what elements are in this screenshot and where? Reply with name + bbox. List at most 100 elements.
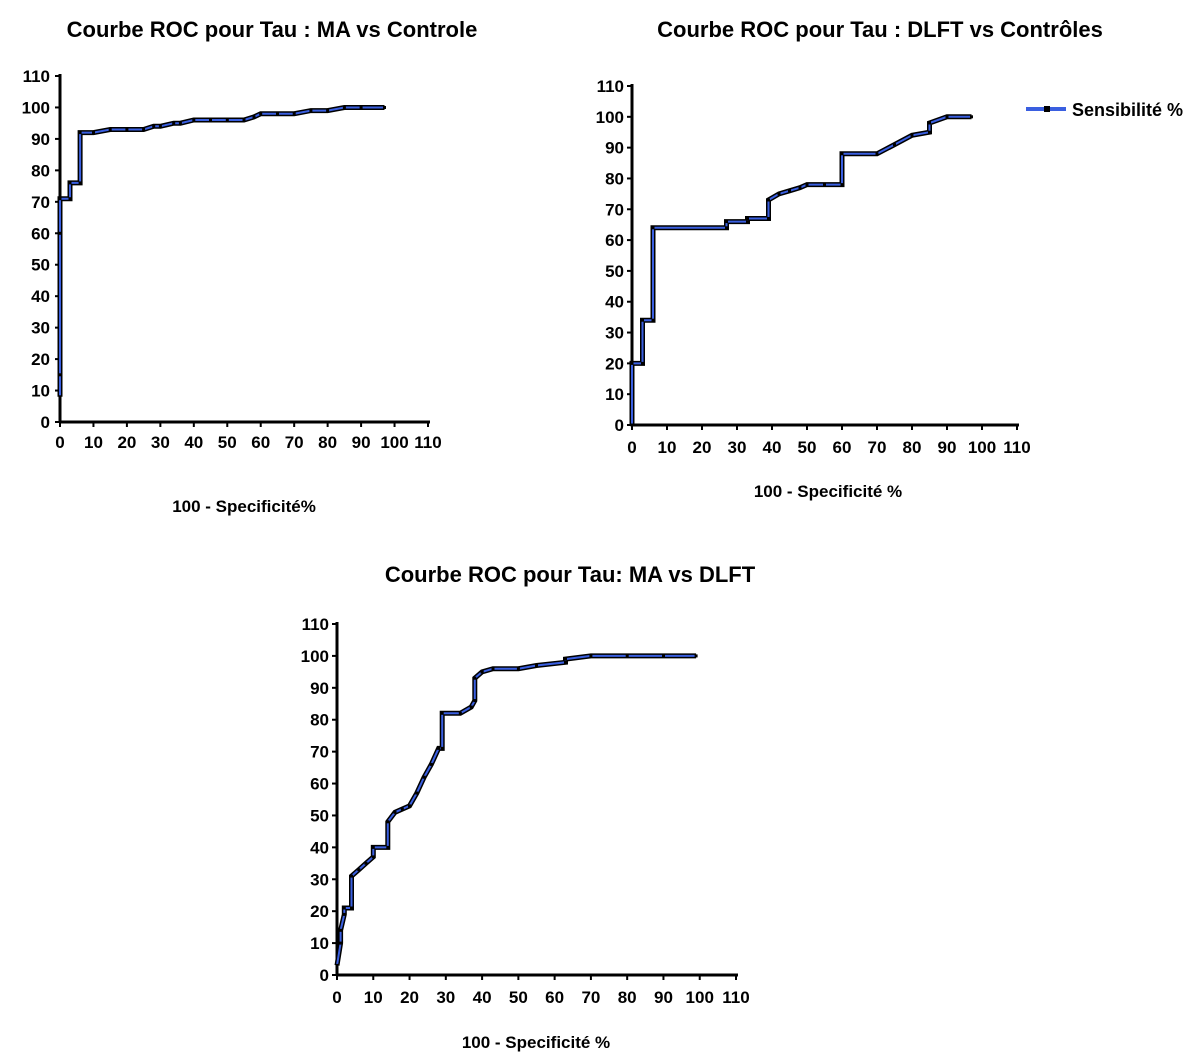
data-point (694, 654, 698, 658)
y-tick-label: 90 (310, 679, 329, 698)
x-tick-label: 10 (364, 988, 383, 1007)
x-tick-label: 50 (509, 988, 528, 1007)
y-tick-label: 0 (615, 416, 624, 435)
data-point (777, 192, 781, 196)
data-point (767, 217, 770, 220)
data-point (342, 912, 346, 916)
data-point (393, 810, 397, 814)
data-point (928, 121, 931, 125)
data-point (192, 118, 196, 122)
data-point (893, 143, 896, 147)
data-point (840, 183, 844, 187)
data-point (662, 654, 665, 658)
chart-title: Courbe ROC pour Tau: MA vs DLFT (385, 562, 756, 587)
roc-curve-outline (57, 105, 385, 397)
data-point (108, 128, 112, 131)
data-point (928, 130, 931, 134)
data-point (875, 152, 879, 156)
data-point (746, 217, 749, 220)
data-point (386, 820, 390, 824)
data-point (798, 186, 802, 190)
x-tick-label: 90 (654, 988, 673, 1007)
x-tick-label: 50 (218, 433, 237, 452)
data-point (788, 189, 791, 193)
data-point (564, 660, 567, 664)
y-tick-label: 110 (302, 615, 329, 634)
data-point (823, 183, 826, 187)
x-tick-label: 0 (627, 438, 636, 457)
data-point (767, 198, 770, 202)
data-point (564, 657, 567, 661)
data-point (625, 654, 629, 658)
x-tick-label: 80 (903, 438, 922, 457)
data-point (383, 106, 386, 109)
data-point (252, 115, 256, 119)
data-point (415, 791, 419, 795)
chart-ma-vs-controle: Courbe ROC pour Tau : MA vs Controle 100… (22, 17, 478, 516)
x-tick-label: 40 (473, 988, 492, 1007)
y-tick-label: 50 (605, 262, 624, 281)
data-point (458, 711, 462, 715)
x-axis-label: 100 - Specificité % (754, 482, 902, 501)
y-tick-label: 100 (301, 647, 329, 666)
data-point (78, 131, 82, 135)
data-point (359, 106, 363, 109)
y-tick-label: 60 (31, 224, 50, 243)
data-point (440, 746, 444, 750)
data-point (357, 868, 361, 872)
data-point (371, 845, 375, 849)
y-tick-label: 110 (597, 77, 624, 96)
data-point (350, 906, 353, 910)
plot-area: 0 10 20 30 40 50 60 70 80 90 100 110 0 10 20 30 40 50 60 70… (22, 67, 442, 452)
data-point (589, 654, 593, 658)
data-point (339, 928, 343, 932)
x-tick-label: 30 (151, 433, 170, 452)
data-point (725, 226, 728, 230)
roc-curve-line (59, 106, 385, 397)
data-point (178, 121, 182, 125)
y-tick-label: 70 (31, 193, 50, 212)
data-point (78, 181, 82, 185)
x-tick-label: 20 (693, 438, 712, 457)
x-tick-label: 40 (184, 433, 203, 452)
x-tick-label: 100 (968, 438, 996, 457)
y-tick-label: 50 (310, 806, 329, 825)
data-point (805, 183, 809, 187)
chart-ma-vs-dlft: Courbe ROC pour Tau: MA vs DLFT 100 - Sp… (301, 562, 756, 1052)
data-point (535, 664, 538, 667)
y-tick-label: 70 (605, 200, 624, 219)
x-axis-label: 100 - Specificité % (462, 1033, 610, 1052)
data-point (125, 128, 129, 131)
y-tick-label: 110 (23, 67, 50, 86)
data-point (630, 361, 634, 365)
x-tick-label: 10 (658, 438, 677, 457)
roc-curve-line (631, 115, 972, 425)
roc-curve-outline (334, 653, 697, 966)
x-tick-label: 20 (117, 433, 136, 452)
x-tick-label: 40 (763, 438, 782, 457)
data-point (440, 711, 444, 715)
data-point (630, 423, 634, 427)
data-point (746, 220, 749, 224)
data-point (326, 109, 330, 113)
y-tick-label: 40 (605, 293, 624, 312)
plot-area: 0 10 20 30 40 50 60 70 80 90 100 110 0 10 20 30 40 50 60 70… (301, 615, 750, 1007)
x-tick-label: 0 (332, 988, 341, 1007)
data-point (422, 775, 426, 779)
data-point (350, 874, 353, 878)
x-tick-label: 10 (84, 433, 103, 452)
data-point (335, 963, 339, 967)
data-point (945, 115, 949, 119)
x-tick-label: 110 (1003, 438, 1030, 457)
x-tick-label: 70 (868, 438, 887, 457)
x-tick-label: 60 (545, 988, 564, 1007)
x-tick-label: 90 (352, 433, 371, 452)
y-tick-label: 30 (310, 870, 329, 889)
y-tick-label: 10 (31, 382, 50, 401)
data-point (259, 112, 263, 116)
data-point (225, 118, 229, 122)
y-tick-label: 90 (31, 130, 50, 149)
data-point (292, 112, 296, 116)
data-point (651, 226, 655, 230)
data-point (364, 861, 368, 865)
